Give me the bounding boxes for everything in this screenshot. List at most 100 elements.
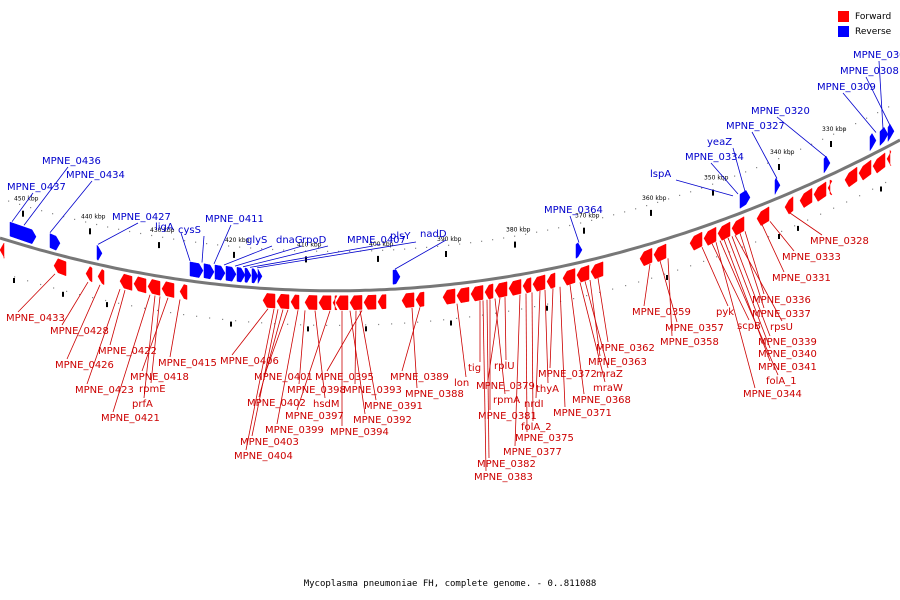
forward-gene-label-mpne-0340[interactable]: MPNE_0340: [758, 349, 817, 360]
forward-gene-arrow[interactable]: [844, 166, 858, 188]
forward-gene-label-mpne-0406[interactable]: MPNE_0406: [220, 356, 279, 367]
forward-gene-arrow[interactable]: [827, 179, 833, 196]
reverse-gene-label-mpne-0407[interactable]: MPNE_0407: [347, 235, 406, 246]
forward-gene-arrow[interactable]: [304, 295, 318, 310]
reverse-gene-label-mpne-0308[interactable]: MPNE_0308: [840, 66, 899, 77]
forward-gene-label-mpne-0362[interactable]: MPNE_0362: [596, 343, 655, 354]
reverse-gene-label-nadd[interactable]: nadD: [420, 229, 447, 240]
forward-gene-label-mpne-0393[interactable]: MPNE_0393: [343, 385, 402, 396]
forward-gene-arrow[interactable]: [53, 258, 67, 277]
forward-gene-arrow[interactable]: [703, 226, 717, 246]
forward-gene-arrow[interactable]: [179, 284, 188, 300]
forward-gene-label-rplu[interactable]: rplU: [494, 361, 515, 372]
forward-gene-arrow[interactable]: [639, 247, 653, 267]
forward-gene-label-fola-1[interactable]: folA_1: [766, 376, 797, 387]
forward-gene-label-mpne-0391[interactable]: MPNE_0391: [364, 401, 423, 412]
forward-gene-label-rpsu[interactable]: rpsU: [770, 322, 793, 333]
forward-gene-arrow[interactable]: [456, 287, 470, 303]
forward-gene-arrow[interactable]: [689, 231, 703, 251]
forward-gene-label-mpne-0336[interactable]: MPNE_0336: [752, 295, 811, 306]
forward-gene-label-mpne-0359[interactable]: MPNE_0359: [632, 307, 691, 318]
forward-gene-label-lon[interactable]: lon: [454, 378, 469, 389]
forward-gene-label-mpne-0421[interactable]: MPNE_0421: [101, 413, 160, 424]
reverse-gene-arrow[interactable]: [823, 155, 831, 174]
forward-gene-label-mpne-0383[interactable]: MPNE_0383: [474, 472, 533, 483]
forward-gene-arrow[interactable]: [872, 152, 886, 174]
forward-gene-label-rpme[interactable]: rpmE: [139, 384, 166, 395]
reverse-gene-label-yeaz[interactable]: yeaZ: [707, 137, 732, 148]
reverse-gene-arrow[interactable]: [189, 261, 204, 278]
forward-gene-arrow[interactable]: [590, 261, 604, 280]
reverse-gene-label-liga[interactable]: ligA: [155, 222, 174, 233]
forward-gene-arrow[interactable]: [731, 216, 745, 236]
forward-gene-arrow[interactable]: [133, 276, 147, 294]
forward-gene-label-mpne-0368[interactable]: MPNE_0368: [572, 395, 631, 406]
forward-gene-arrow[interactable]: [85, 266, 93, 283]
reverse-gene-label-mpne-0411[interactable]: MPNE_0411: [205, 214, 264, 225]
forward-gene-label-mpne-0402[interactable]: MPNE_0402: [247, 398, 306, 409]
forward-gene-label-mraz[interactable]: mraZ: [596, 369, 623, 380]
forward-gene-arrow[interactable]: [318, 295, 332, 311]
reverse-gene-label-mpne-0327[interactable]: MPNE_0327: [726, 121, 785, 132]
forward-gene-label-mpne-0341[interactable]: MPNE_0341: [758, 362, 817, 373]
forward-gene-arrow[interactable]: [470, 285, 484, 302]
reverse-gene-label-glys[interactable]: glyS: [246, 235, 267, 246]
reverse-gene-arrow[interactable]: [96, 244, 103, 261]
reverse-gene-arrow[interactable]: [9, 221, 37, 245]
forward-gene-arrow[interactable]: [161, 281, 175, 298]
forward-gene-arrow[interactable]: [290, 294, 300, 310]
forward-gene-label-hsdm[interactable]: hsdM: [313, 399, 340, 410]
forward-gene-arrow[interactable]: [0, 242, 5, 259]
forward-gene-arrow[interactable]: [653, 243, 667, 263]
forward-gene-arrow[interactable]: [562, 268, 576, 286]
forward-gene-label-mpne-0363[interactable]: MPNE_0363: [588, 357, 647, 368]
reverse-gene-arrow[interactable]: [203, 263, 215, 280]
reverse-gene-label-cyss[interactable]: cysS: [178, 225, 201, 236]
forward-gene-label-mpne-0371[interactable]: MPNE_0371: [553, 408, 612, 419]
forward-gene-label-pyk[interactable]: pyk: [716, 307, 734, 318]
reverse-gene-label-mpne-0306[interactable]: MPNE_0306: [853, 50, 900, 61]
forward-gene-label-mpne-0426[interactable]: MPNE_0426: [55, 360, 114, 371]
forward-gene-arrow[interactable]: [276, 293, 290, 310]
reverse-gene-label-mpne-0364[interactable]: MPNE_0364: [544, 205, 603, 216]
reverse-gene-arrow[interactable]: [774, 177, 781, 195]
forward-gene-label-mpne-0377[interactable]: MPNE_0377: [503, 447, 562, 458]
reverse-gene-arrow[interactable]: [251, 268, 259, 284]
reverse-gene-label-mpne-0437[interactable]: MPNE_0437: [7, 182, 66, 193]
reverse-gene-arrow[interactable]: [244, 267, 252, 283]
forward-gene-label-mpne-0415[interactable]: MPNE_0415: [158, 358, 217, 369]
reverse-gene-arrow[interactable]: [236, 267, 246, 283]
forward-gene-label-mpne-0422[interactable]: MPNE_0422: [98, 346, 157, 357]
forward-gene-label-mpne-0395[interactable]: MPNE_0395: [315, 372, 374, 383]
forward-gene-label-mpne-0372[interactable]: MPNE_0372: [538, 369, 597, 380]
reverse-gene-label-mpne-0434[interactable]: MPNE_0434: [66, 170, 125, 181]
forward-gene-arrow[interactable]: [147, 279, 161, 296]
forward-gene-arrow[interactable]: [97, 269, 105, 286]
reverse-gene-label-dnag[interactable]: dnaG: [276, 235, 303, 246]
forward-gene-label-mpne-0394[interactable]: MPNE_0394: [330, 427, 389, 438]
forward-gene-label-mpne-0423[interactable]: MPNE_0423: [75, 385, 134, 396]
forward-gene-arrow[interactable]: [262, 293, 276, 309]
forward-gene-arrow[interactable]: [799, 187, 813, 208]
forward-gene-arrow[interactable]: [522, 277, 532, 294]
forward-gene-label-mraw[interactable]: mraW: [593, 383, 623, 394]
forward-gene-arrow[interactable]: [119, 273, 133, 291]
reverse-gene-arrow[interactable]: [739, 190, 751, 209]
forward-gene-label-mpne-0433[interactable]: MPNE_0433: [6, 313, 65, 324]
reverse-gene-arrow[interactable]: [214, 264, 226, 281]
forward-gene-label-mpne-0392[interactable]: MPNE_0392: [353, 415, 412, 426]
forward-gene-label-rpma[interactable]: rpmA: [493, 395, 520, 406]
forward-gene-arrow[interactable]: [401, 292, 415, 308]
reverse-gene-arrow[interactable]: [392, 269, 401, 285]
forward-gene-label-mpne-0358[interactable]: MPNE_0358: [660, 337, 719, 348]
reverse-gene-label-rpod[interactable]: rpoD: [302, 235, 327, 246]
forward-gene-arrow[interactable]: [363, 294, 377, 310]
forward-gene-arrow[interactable]: [442, 288, 456, 305]
reverse-gene-arrow[interactable]: [225, 265, 237, 282]
forward-gene-label-prfa[interactable]: prfA: [132, 399, 153, 410]
forward-gene-label-scpb[interactable]: scpB: [737, 321, 761, 332]
forward-gene-label-mpne-0389[interactable]: MPNE_0389: [390, 372, 449, 383]
forward-gene-label-tig[interactable]: tig: [468, 363, 481, 374]
forward-gene-label-mpne-0333[interactable]: MPNE_0333: [782, 252, 841, 263]
forward-gene-label-mpne-0381[interactable]: MPNE_0381: [478, 411, 537, 422]
